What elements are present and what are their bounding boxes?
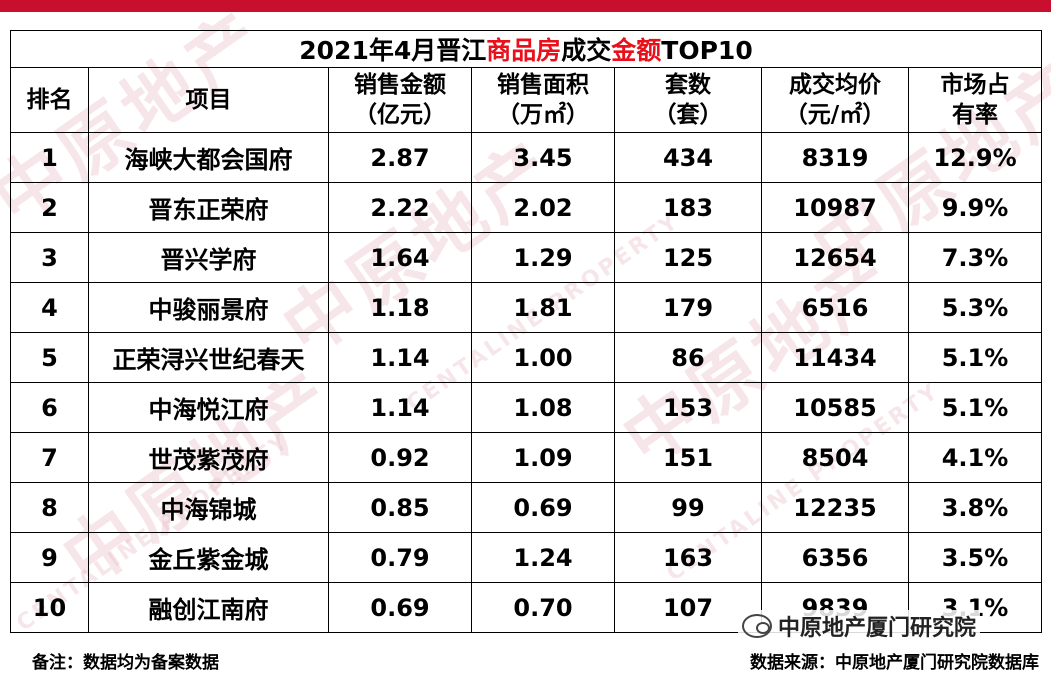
cell-market-share: 9.9% — [908, 182, 1042, 233]
cell-rank: 6 — [10, 382, 89, 433]
cell-avg-price: 6356 — [761, 532, 909, 583]
cell-units: 99 — [614, 482, 762, 533]
cell-project: 晋东正荣府 — [88, 182, 329, 233]
cell-avg-price: 8504 — [761, 432, 909, 483]
footer-note: 备注：数据均为备案数据 — [32, 653, 219, 673]
cell-market-share: 4.1% — [908, 432, 1042, 483]
cell-rank: 2 — [10, 182, 89, 233]
wechat-icon — [742, 614, 772, 638]
cell-project: 融创江南府 — [88, 582, 329, 633]
cell-avg-price: 11434 — [761, 332, 909, 383]
table-row: 3 晋兴学府 1.64 1.29 125 12654 7.3% — [10, 232, 1042, 283]
cell-sales-area: 1.09 — [471, 432, 615, 483]
cell-units: 107 — [614, 582, 762, 633]
cell-units: 86 — [614, 332, 762, 383]
column-header-rank: 排名 — [10, 67, 89, 133]
title-part: 成交 — [561, 36, 612, 65]
cell-sales-amount: 0.79 — [328, 532, 472, 583]
table-row: 5 正荣浔兴世纪春天 1.14 1.00 86 11434 5.1% — [10, 332, 1042, 383]
title-part: TOP10 — [661, 36, 753, 65]
cell-avg-price: 10987 — [761, 182, 909, 233]
cell-units: 183 — [614, 182, 762, 233]
title-part: 2021年4月晋江 — [299, 36, 487, 65]
cell-sales-amount: 1.14 — [328, 332, 472, 383]
cell-units: 179 — [614, 282, 762, 333]
cell-sales-amount: 0.92 — [328, 432, 472, 483]
table-row: 4 中骏丽景府 1.18 1.81 179 6516 5.3% — [10, 282, 1042, 333]
cell-rank: 7 — [10, 432, 89, 483]
cell-sales-amount: 0.69 — [328, 582, 472, 633]
cell-units: 151 — [614, 432, 762, 483]
cell-sales-area: 1.24 — [471, 532, 615, 583]
cell-market-share: 5.3% — [908, 282, 1042, 333]
cell-sales-area: 2.02 — [471, 182, 615, 233]
cell-units: 125 — [614, 232, 762, 283]
cell-market-share: 12.9% — [908, 132, 1042, 183]
cell-market-share: 5.1% — [908, 332, 1042, 383]
column-header-units: 套数 （套） — [614, 67, 762, 133]
cell-sales-amount: 1.18 — [328, 282, 472, 333]
title-highlight: 金额 — [611, 36, 662, 65]
cell-market-share: 3.8% — [908, 482, 1042, 533]
brand-name: 中原地产厦门研究院 — [778, 616, 977, 641]
cell-project: 晋兴学府 — [88, 232, 329, 283]
cell-rank: 3 — [10, 232, 89, 283]
cell-project: 海峡大都会国府 — [88, 132, 329, 183]
cell-sales-amount: 1.14 — [328, 382, 472, 433]
cell-rank: 4 — [10, 282, 89, 333]
table-row: 2 晋东正荣府 2.22 2.02 183 10987 9.9% — [10, 182, 1042, 233]
column-header-project: 项目 — [88, 67, 329, 133]
cell-sales-area: 0.70 — [471, 582, 615, 633]
cell-market-share: 5.1% — [908, 382, 1042, 433]
cell-avg-price: 10585 — [761, 382, 909, 433]
cell-sales-area: 1.08 — [471, 382, 615, 433]
cell-sales-amount: 2.22 — [328, 182, 472, 233]
table-title: 2021年4月晋江商品房成交金额TOP10 — [10, 30, 1042, 68]
top-accent-bar — [0, 0, 1051, 12]
table-row: 7 世茂紫茂府 0.92 1.09 151 8504 4.1% — [10, 432, 1042, 483]
column-header-market-share: 市场占 有率 — [908, 67, 1042, 133]
cell-sales-area: 1.29 — [471, 232, 615, 283]
column-header-sales-area: 销售面积 （万㎡） — [471, 67, 615, 133]
cell-project: 正荣浔兴世纪春天 — [88, 332, 329, 383]
cell-rank: 1 — [10, 132, 89, 183]
cell-project: 中骏丽景府 — [88, 282, 329, 333]
cell-sales-amount: 0.85 — [328, 482, 472, 533]
cell-avg-price: 8319 — [761, 132, 909, 183]
cell-project: 中海悦江府 — [88, 382, 329, 433]
cell-rank: 10 — [10, 582, 89, 633]
cell-sales-amount: 1.64 — [328, 232, 472, 283]
cell-project: 金丘紫金城 — [88, 532, 329, 583]
cell-sales-area: 3.45 — [471, 132, 615, 183]
cell-sales-amount: 2.87 — [328, 132, 472, 183]
column-header-sales-amount: 销售金额 （亿元） — [328, 67, 472, 133]
header-row: 排名 项目 销售金额 （亿元） 销售面积 （万㎡） 套数 （套） 成交均价 （元/㎡） … — [10, 67, 1042, 133]
table-row: 6 中海悦江府 1.14 1.08 153 10585 5.1% — [10, 382, 1042, 433]
cell-rank: 9 — [10, 532, 89, 583]
cell-avg-price: 12235 — [761, 482, 909, 533]
cell-sales-area: 1.81 — [471, 282, 615, 333]
cell-project: 世茂紫茂府 — [88, 432, 329, 483]
cell-units: 163 — [614, 532, 762, 583]
table-row: 8 中海锦城 0.85 0.69 99 12235 3.8% — [10, 482, 1042, 533]
ranking-table: 2021年4月晋江商品房成交金额TOP10 排名 项目 销售金额 （亿元） 销售面… — [10, 30, 1042, 633]
title-highlight: 商品房 — [486, 36, 562, 65]
cell-sales-area: 1.00 — [471, 332, 615, 383]
table-row: 9 金丘紫金城 0.79 1.24 163 6356 3.5% — [10, 532, 1042, 583]
cell-market-share: 3.5% — [908, 532, 1042, 583]
table-row: 1 海峡大都会国府 2.87 3.45 434 8319 12.9% — [10, 132, 1042, 183]
cell-units: 153 — [614, 382, 762, 433]
cell-avg-price: 6516 — [761, 282, 909, 333]
brand-badge: 中原地产厦门研究院 — [738, 610, 981, 642]
cell-sales-area: 0.69 — [471, 482, 615, 533]
column-header-avg-price: 成交均价 （元/㎡） — [761, 67, 909, 133]
cell-rank: 8 — [10, 482, 89, 533]
cell-avg-price: 12654 — [761, 232, 909, 283]
cell-market-share: 7.3% — [908, 232, 1042, 283]
cell-rank: 5 — [10, 332, 89, 383]
cell-units: 434 — [614, 132, 762, 183]
cell-project: 中海锦城 — [88, 482, 329, 533]
footer-source: 数据来源：中原地产厦门研究院数据库 — [750, 653, 1039, 673]
